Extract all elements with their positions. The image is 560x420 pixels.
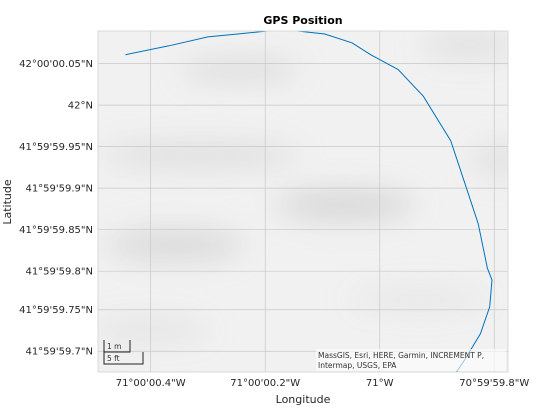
gps-track-line bbox=[125, 31, 493, 372]
scale-bar-imperial bbox=[103, 352, 144, 365]
y-tick-label: 41°59'59.9"N bbox=[25, 184, 93, 195]
scale-bar-imperial-label: 5 ft bbox=[107, 354, 120, 363]
chart-title: GPS Position bbox=[263, 14, 342, 27]
x-axis-label: Longitude bbox=[276, 393, 331, 406]
x-tick-label: 71°00'00.4"W bbox=[116, 378, 186, 389]
scale-bar-metric bbox=[103, 340, 131, 353]
attribution-line-1: MassGIS, Esri, HERE, Garmin, INCREMENT P… bbox=[318, 351, 484, 360]
y-tick-label: 41°59'59.85"N bbox=[19, 225, 93, 236]
x-tick-label: 70°59'59.8"W bbox=[459, 378, 529, 389]
attribution-line-2: Intermap, USGS, EPA bbox=[318, 361, 397, 370]
y-tick-label: 42°00'00.05"N bbox=[19, 59, 93, 70]
y-tick-label: 41°59'59.7"N bbox=[25, 347, 93, 358]
basemap bbox=[98, 31, 508, 372]
x-tick-labels: 71°00'00.4"W 71°00'00.2"W 71°W 70°59'59.8"W bbox=[116, 378, 530, 389]
grid bbox=[98, 31, 508, 372]
attribution: MassGIS, Esri, HERE, Garmin, INCREMENT P… bbox=[316, 349, 506, 371]
y-tick-label: 41°59'59.8"N bbox=[25, 267, 93, 278]
y-axis-label: Latitude bbox=[1, 179, 14, 225]
axes-frame bbox=[97, 30, 509, 373]
x-tick-label: 71°00'00.2"W bbox=[230, 378, 300, 389]
y-tick-label: 41°59'59.95"N bbox=[19, 142, 93, 153]
y-tick-label: 42°N bbox=[68, 101, 93, 112]
scale-bar-metric-label: 1 m bbox=[107, 342, 121, 351]
x-tick-label: 71°W bbox=[366, 378, 394, 389]
y-tick-labels: 42°00'00.05"N 42°N 41°59'59.95"N 41°59'59.9… bbox=[19, 59, 93, 358]
scale-bar: 1 m 5 ft bbox=[103, 340, 144, 365]
y-tick-label: 41°59'59.75"N bbox=[19, 305, 93, 316]
